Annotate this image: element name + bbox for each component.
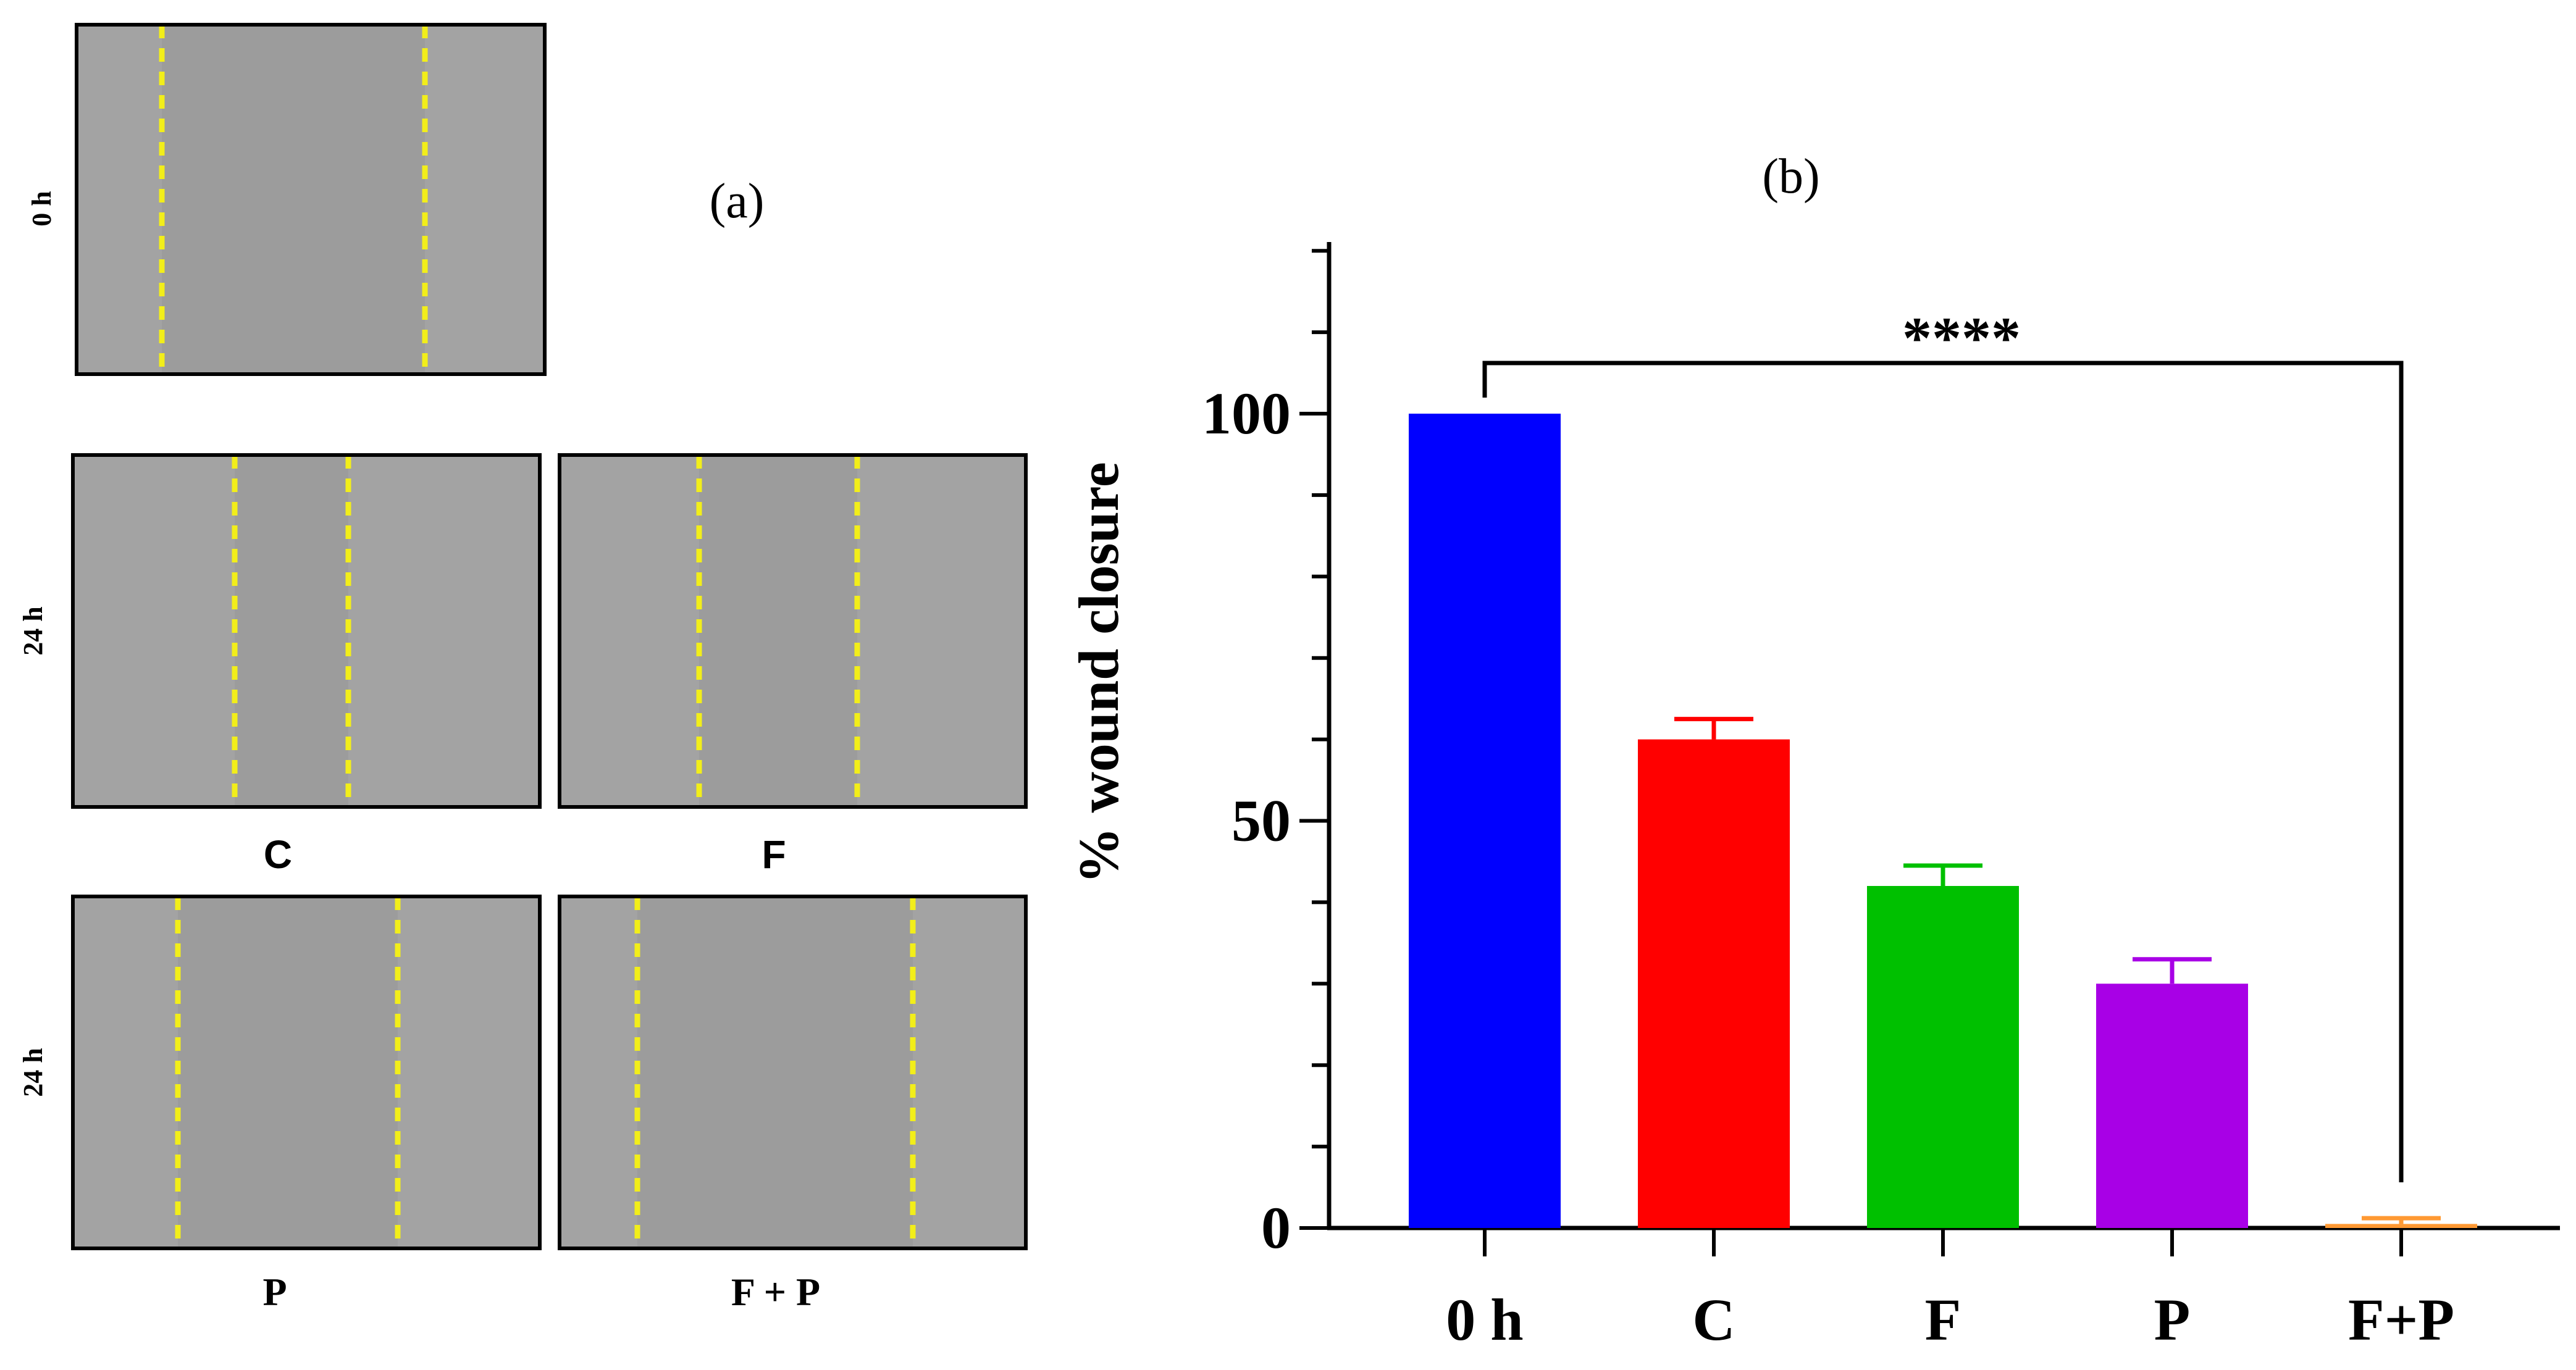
bar [1409, 414, 1561, 1228]
chart-plot-area: 0 50 100 0 h C F P F+P **** [1202, 242, 2560, 1353]
micrograph-24h-p [71, 895, 542, 1250]
row-label-0h: 0 h [27, 191, 57, 226]
micrograph-24h-c [71, 453, 542, 809]
y-tick-label: 0 [1261, 1195, 1291, 1261]
x-tick-label: F [1925, 1287, 1961, 1353]
x-tick-label: F+P [2348, 1287, 2454, 1353]
bar [1867, 886, 2019, 1228]
micrograph-24h-fp [558, 895, 1028, 1250]
row-label-24h-bottom: 24 h [18, 1048, 48, 1096]
panel-a-label: (a) [710, 174, 765, 228]
condition-label-fp: F + P [731, 1270, 820, 1314]
panel-a: (a) 0 h 24 h C F [18, 23, 1028, 1314]
chart-title: (b) [1762, 149, 1819, 204]
bar [2325, 1224, 2477, 1228]
micrograph-0h [75, 23, 547, 376]
micrograph-24h-f [558, 453, 1028, 809]
x-tick-label: 0 h [1446, 1287, 1523, 1353]
y-tick-label: 50 [1231, 788, 1291, 854]
bar [1638, 739, 1790, 1228]
condition-label-p: P [262, 1270, 287, 1314]
condition-label-c: C [264, 832, 292, 877]
y-tick-label: 100 [1202, 380, 1291, 446]
significance-label: **** [1902, 305, 2021, 371]
condition-label-f: F [761, 832, 786, 877]
bar [2096, 984, 2248, 1228]
x-tick-label: C [1692, 1287, 1735, 1353]
y-axis-label: % wound closure [1067, 462, 1130, 883]
x-tick-label: P [2154, 1287, 2191, 1353]
panel-b-chart: (b) % wound closure 0 50 100 0 h C F P F+P **** [1067, 149, 2560, 1353]
significance-bracket [1482, 361, 2404, 1182]
row-label-24h-top: 24 h [18, 606, 48, 655]
